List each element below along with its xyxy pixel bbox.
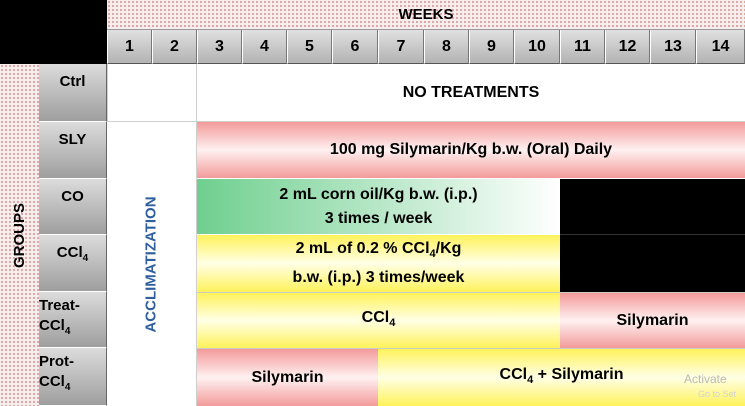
sly-treatment: 100 mg Silymarin/Kg b.w. (Oral) Daily bbox=[197, 122, 745, 179]
ctrl-weeks-1-2 bbox=[107, 64, 197, 122]
prot-phase2-text: CCl4 + Silymarin bbox=[499, 365, 624, 387]
prot-phase1-text: Silymarin bbox=[251, 368, 324, 386]
row-label-ctrl: Ctrl bbox=[39, 64, 107, 122]
row-label-prot: Prot- CCl4 bbox=[39, 348, 107, 406]
row-label-sly: SLY bbox=[39, 122, 107, 179]
corner-cell bbox=[0, 0, 107, 64]
week-12-header: 12 bbox=[605, 30, 650, 64]
treat-silymarin-phase: Silymarin bbox=[560, 292, 745, 348]
row-label-co: CO bbox=[39, 179, 107, 235]
settings-watermark: Go to Set bbox=[698, 389, 737, 399]
row-label-ccl4: CCl4 bbox=[39, 235, 107, 292]
activate-watermark: Activate bbox=[684, 372, 727, 386]
ctrl-treatment-text: NO TREATMENTS bbox=[402, 83, 540, 101]
ctrl-no-treatment: NO TREATMENTS bbox=[197, 64, 745, 122]
week-9-header: 9 bbox=[469, 30, 514, 64]
row-label-treat-line2: CCl4 bbox=[39, 317, 71, 337]
row-label-treat: Treat- CCl4 bbox=[39, 292, 107, 348]
week-6-header: 6 bbox=[332, 30, 378, 64]
weeks-header: WEEKS bbox=[107, 0, 745, 30]
week-13-header: 13 bbox=[650, 30, 696, 64]
treat-ccl4-phase: CCl4 bbox=[197, 292, 560, 348]
weeks-label: WEEKS bbox=[398, 6, 454, 23]
row-label-prot-line2: CCl4 bbox=[39, 373, 71, 393]
prot-ccl4-silymarin-phase: CCl4 + Silymarin bbox=[378, 348, 745, 406]
sly-treatment-text: 100 mg Silymarin/Kg b.w. (Oral) Daily bbox=[329, 141, 613, 158]
week-3-header: 3 bbox=[197, 30, 242, 64]
groups-bar: GROUPS bbox=[0, 64, 39, 406]
row-label-co-text: CO bbox=[61, 188, 84, 205]
acclimatization-cell: ACCLIMATIZATION bbox=[107, 122, 197, 406]
week-2-header: 2 bbox=[152, 30, 197, 64]
row-label-ctrl-text: Ctrl bbox=[59, 73, 86, 90]
row-label-treat-line1: Treat- bbox=[39, 297, 80, 314]
ccl4-no-dose bbox=[560, 235, 745, 292]
row-label-prot-line1: Prot- bbox=[39, 353, 74, 370]
treat-phase2-text: Silymarin bbox=[616, 311, 689, 329]
co-treatment-line2: 3 times / week bbox=[324, 209, 433, 227]
week-11-header: 11 bbox=[560, 30, 605, 64]
ccl4-treatment-line2: b.w. (i.p.) 3 times/week bbox=[292, 269, 465, 287]
prot-silymarin-phase: Silymarin bbox=[197, 348, 378, 406]
groups-label: GROUPS bbox=[11, 202, 29, 268]
week-14-header: 14 bbox=[696, 30, 745, 64]
ccl4-treatment: 2 mL of 0.2 % CCl4/Kg b.w. (i.p.) 3 time… bbox=[197, 235, 560, 292]
week-10-header: 10 bbox=[514, 30, 560, 64]
week-4-header: 4 bbox=[242, 30, 287, 64]
week-5-header: 5 bbox=[287, 30, 332, 64]
week-8-header: 8 bbox=[424, 30, 469, 64]
co-no-dose bbox=[560, 179, 745, 235]
week-1-header: 1 bbox=[107, 30, 152, 64]
acclimatization-label: ACCLIMATIZATION bbox=[143, 195, 160, 333]
row-label-sly-text: SLY bbox=[58, 131, 87, 148]
treat-phase1-text: CCl4 bbox=[361, 308, 396, 330]
ccl4-treatment-line1: 2 mL of 0.2 % CCl4/Kg bbox=[295, 239, 462, 261]
co-treatment: 2 mL corn oil/Kg b.w. (i.p.) 3 times / w… bbox=[197, 179, 560, 235]
row-label-ccl4-text: CCl4 bbox=[56, 244, 89, 264]
co-treatment-line1: 2 mL corn oil/Kg b.w. (i.p.) bbox=[279, 185, 478, 203]
week-7-header: 7 bbox=[378, 30, 424, 64]
